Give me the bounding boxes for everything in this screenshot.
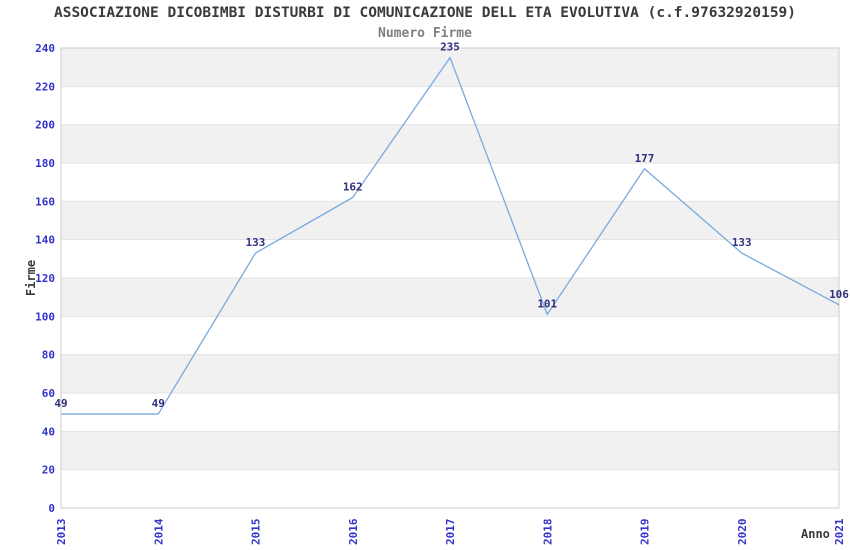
plot-band xyxy=(61,201,839,240)
x-tick-label: 2017 xyxy=(444,519,457,546)
value-label: 101 xyxy=(537,297,557,310)
y-tick-label: 60 xyxy=(42,387,55,400)
x-tick-label: 2013 xyxy=(55,519,68,546)
value-label: 133 xyxy=(246,236,266,249)
plot-band xyxy=(61,48,839,87)
plot-band xyxy=(61,124,839,163)
x-tick-label: 2020 xyxy=(736,519,749,546)
x-tick-label: 2018 xyxy=(541,519,554,546)
x-tick-label: 2014 xyxy=(152,518,165,545)
plot-band xyxy=(61,316,839,355)
x-tick-label: 2015 xyxy=(250,519,263,546)
x-tick-label: 2016 xyxy=(347,518,360,545)
value-label: 177 xyxy=(635,152,655,165)
value-label: 162 xyxy=(343,181,363,194)
y-tick-label: 220 xyxy=(35,80,55,93)
y-tick-label: 20 xyxy=(42,464,55,477)
value-label: 49 xyxy=(152,397,165,410)
x-tick-label: 2021 xyxy=(833,518,846,545)
plot-band xyxy=(61,163,839,202)
chart-title: ASSOCIAZIONE DICOBIMBI DISTURBI DI COMUN… xyxy=(53,5,797,21)
y-tick-label: 200 xyxy=(35,119,55,132)
y-tick-label: 100 xyxy=(35,310,55,323)
x-axis-label: Anno xyxy=(801,527,830,541)
line-series xyxy=(61,56,840,415)
y-tick-label: 180 xyxy=(35,157,55,170)
y-tick-label: 0 xyxy=(48,502,55,515)
y-tick-label: 160 xyxy=(35,195,55,208)
value-label: 133 xyxy=(732,236,752,249)
y-tick-label: 140 xyxy=(35,234,55,247)
chart-subtitle: Numero Firme xyxy=(378,26,472,41)
y-tick-label: 240 xyxy=(35,42,55,55)
y-tick-label: 80 xyxy=(42,349,55,362)
plot-band xyxy=(61,469,839,508)
y-tick-label: 120 xyxy=(35,272,55,285)
plot-band xyxy=(61,86,839,125)
y-tick-label: 40 xyxy=(42,425,55,438)
plot-band xyxy=(61,431,839,470)
plot-band xyxy=(61,393,839,432)
plot-band xyxy=(61,278,839,317)
x-tick-label: 2019 xyxy=(639,519,652,546)
plot-band xyxy=(61,239,839,278)
value-label: 235 xyxy=(440,41,460,54)
plot-band xyxy=(61,354,839,393)
value-label: 49 xyxy=(54,397,67,410)
plot-border xyxy=(60,47,840,509)
value-label: 106 xyxy=(829,288,849,301)
